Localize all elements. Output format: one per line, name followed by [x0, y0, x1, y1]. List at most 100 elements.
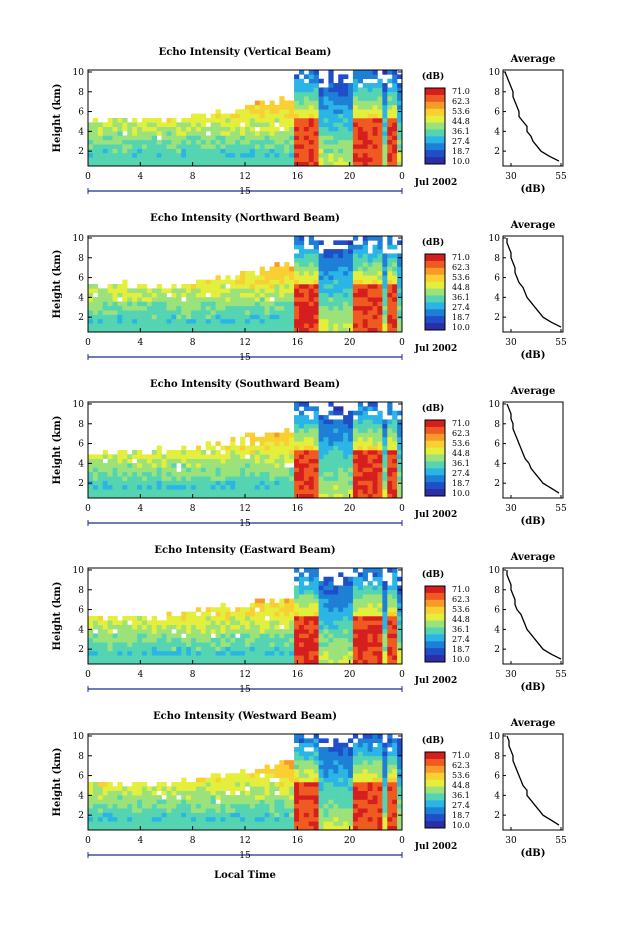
heatmap-cell: [215, 489, 221, 494]
heatmap-cell: [377, 83, 383, 88]
heatmap-cell: [362, 323, 368, 328]
heatmap-cell: [279, 768, 285, 774]
heatmap-cell: [333, 760, 339, 765]
heatmap-cell: [357, 738, 364, 744]
heatmap-cell: [107, 318, 113, 324]
heatmap-cell: [132, 786, 138, 792]
heatmap-cell: [308, 812, 314, 818]
heatmap-cell: [210, 620, 216, 626]
heatmap-cell: [284, 441, 290, 446]
heatmap-cell: [200, 825, 207, 831]
heatmap-cell: [397, 458, 403, 464]
heatmap-cell: [343, 305, 349, 311]
heatmap-cell: [112, 637, 118, 643]
heatmap-cell: [117, 161, 123, 167]
heatmap-cell: [352, 327, 359, 333]
heatmap-cell: [269, 637, 275, 643]
heatmap-cell: [205, 803, 211, 809]
heatmap-cell: [338, 445, 344, 451]
heatmap-cell: [392, 270, 398, 276]
heatmap-cell: [333, 436, 339, 442]
heatmap-cell: [156, 126, 162, 132]
heatmap-cell: [352, 297, 359, 302]
heatmap-cell: [333, 292, 339, 298]
heatmap-cell: [372, 755, 378, 761]
heatmap-cell: [377, 410, 383, 416]
heatmap-cell: [357, 764, 364, 770]
heatmap-cell: [186, 284, 192, 289]
colorbar-tick-label: 10.0: [452, 655, 470, 664]
panel-5: Echo Intensity (Westward Beam)Height (km…: [52, 711, 567, 861]
heatmap-cell: [392, 415, 398, 420]
heatmap-cell: [397, 297, 403, 302]
heatmap-cell: [235, 139, 241, 145]
heatmap-cell: [97, 629, 104, 634]
heatmap-cell: [377, 598, 383, 604]
heatmap-cell: [313, 419, 319, 425]
heatmap-cell: [166, 790, 172, 796]
heatmap-cell: [181, 476, 187, 481]
panel-title: Echo Intensity (Northward Beam): [150, 213, 340, 224]
heatmap-cell: [259, 266, 265, 272]
heatmap-cell: [97, 616, 104, 621]
heatmap-cell: [303, 419, 310, 425]
heatmap-cell: [318, 78, 324, 84]
heatmap-cell: [362, 760, 368, 765]
heatmap-cell: [333, 642, 339, 647]
heatmap-cell: [225, 450, 231, 455]
heatmap-cell: [92, 284, 99, 289]
heatmap-cell: [352, 782, 359, 787]
heatmap-cell: [367, 585, 373, 591]
heatmap-cell: [289, 633, 295, 639]
heatmap-cell: [181, 812, 187, 818]
heatmap-cell: [166, 795, 172, 800]
heatmap-cell: [318, 611, 324, 617]
heatmap-cell: [377, 419, 383, 425]
heatmap-cell: [284, 284, 290, 289]
heatmap-cell: [264, 118, 270, 123]
heatmap-cell: [372, 318, 378, 324]
heatmap-cell: [323, 768, 329, 774]
heatmap-cell: [274, 489, 280, 494]
heatmap-cell: [294, 323, 300, 328]
heatmap-cell: [333, 463, 339, 468]
heatmap-cell: [240, 275, 246, 280]
heatmap-cell: [318, 253, 324, 259]
heatmap-cell: [387, 244, 393, 250]
heatmap-cell: [357, 113, 364, 119]
heatmap-cell: [156, 297, 162, 302]
heatmap-cell: [367, 109, 373, 114]
heatmap-cell: [220, 161, 226, 167]
heatmap-cell: [298, 803, 305, 809]
heatmap-cell: [240, 305, 246, 311]
heatmap-cell: [318, 109, 324, 114]
heatmap-cell: [171, 620, 177, 626]
heatmap-cell: [352, 91, 359, 97]
heatmap-cell: [397, 126, 403, 132]
heatmap-cell: [122, 786, 128, 792]
heatmap-cell: [387, 327, 393, 333]
heatmap-cell: [107, 790, 113, 796]
heatmap-cell: [357, 646, 364, 652]
heatmap-cell: [303, 161, 310, 167]
heatmap-cell: [195, 314, 202, 320]
heatmap-cell: [328, 476, 334, 481]
heatmap-cell: [362, 607, 368, 612]
heatmap-cell: [112, 795, 118, 800]
heatmap-cell: [245, 144, 251, 149]
heatmap-cell: [156, 812, 162, 818]
heatmap-cell: [191, 642, 197, 647]
heatmap-cell: [377, 747, 383, 752]
heatmap-cell: [151, 144, 157, 149]
heatmap-cell: [151, 816, 157, 822]
heatmap-cell: [102, 642, 108, 647]
heatmap-cell: [249, 633, 256, 639]
heatmap-cell: [352, 244, 359, 250]
heatmap-cell: [137, 301, 143, 307]
heatmap-cell: [392, 262, 398, 267]
heatmap-cell: [146, 650, 153, 656]
heatmap-cell: [318, 419, 324, 425]
heatmap-cell: [343, 240, 349, 246]
heatmap-cell: [377, 458, 383, 464]
heatmap-cell: [225, 607, 231, 612]
